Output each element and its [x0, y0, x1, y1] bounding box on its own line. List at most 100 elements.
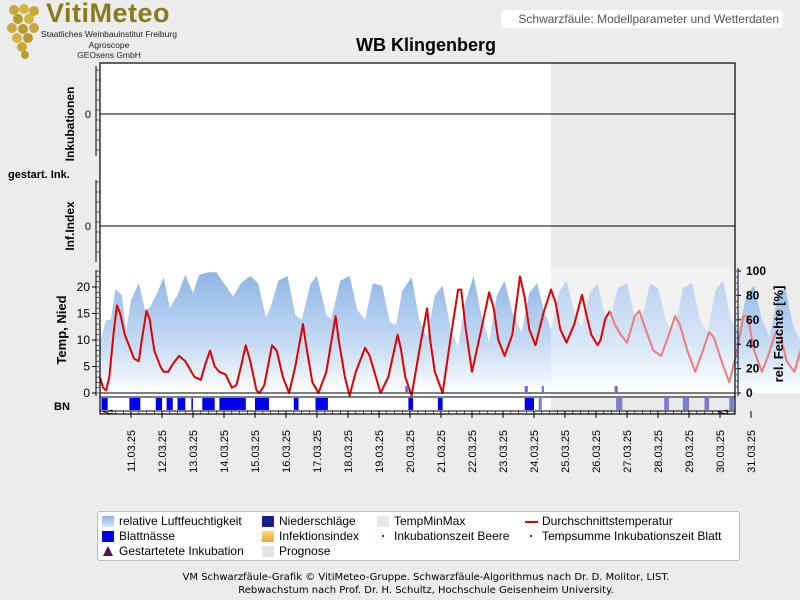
temp-tick-label: 5 — [83, 360, 90, 374]
x-tick-label: 25.03.25 — [560, 430, 572, 473]
feuchte-tick-label: 20 — [746, 362, 760, 376]
blattnaesse-bar — [166, 398, 173, 410]
x-tick-label: 29.03.25 — [684, 430, 696, 473]
durchschnittstemperatur-line — [99, 275, 611, 397]
x-tick-label: 15.03.25 — [250, 430, 262, 473]
feuchte-tick-label: 0 — [746, 386, 753, 400]
x-tick-label: 26.03.25 — [591, 430, 603, 473]
legend-label-tempminmax: TempMinMax — [394, 514, 466, 528]
niederschlag-bar — [614, 386, 618, 394]
vitimeteo-logo: VitiMeteo Staatliches Weinbauinstitut Fr… — [0, 0, 185, 62]
chart-type-badge: Schwarzfäule: Modellparameter und Wetter… — [501, 10, 783, 28]
niederschlag-bar — [524, 386, 528, 394]
logo-name: VitiMeteo — [46, 0, 171, 28]
blattnaesse-bar — [202, 398, 215, 410]
x-tick-label: 21.03.25 — [436, 430, 448, 473]
humidity-area — [100, 272, 800, 393]
temp-tick-label: 0 — [83, 386, 90, 400]
blattnaesse-bar — [191, 398, 193, 410]
legend-swatch-infektionsindex — [262, 531, 274, 542]
blattnaesse-bar — [315, 398, 328, 410]
chart-title: WB Klingenberg — [356, 35, 496, 55]
bn-axis-label: BN — [54, 401, 70, 413]
blattnaesse-bar — [524, 398, 534, 410]
legend-label-tempsumme: Tempsumme Inkubationszeit Blatt — [542, 529, 722, 543]
legend-swatch-gestartete-inkubation — [103, 546, 113, 556]
legend-label-infektionsindex: Infektionsindex — [279, 529, 360, 543]
blattnaesse-bar — [408, 398, 414, 410]
x-tick-label: 16.03.25 — [281, 430, 293, 473]
niederschlag-bar — [541, 386, 544, 394]
blattnaesse-forecast-bar — [616, 398, 623, 410]
x-tick-label: 31.03.25 — [746, 430, 758, 473]
legend-swatch-niederschlaege — [262, 516, 274, 527]
x-tick-label: 12.03.25 — [157, 430, 169, 473]
niederschlag-bar — [405, 386, 409, 394]
blattnaesse-forecast-bar — [704, 398, 710, 410]
legend: relative Luftfeuchtigkeit Niederschläge … — [97, 511, 740, 561]
footer-credits: VM Schwarzfäule-Grafik © VitiMeteo-Grupp… — [0, 571, 800, 597]
x-tick-label: 23.03.25 — [498, 430, 510, 473]
temp-axis-label: Temp, Nied — [54, 295, 69, 364]
blattnaesse-bar — [219, 398, 246, 410]
logo-line-geosens: GEOsens GmbH — [77, 50, 141, 60]
feuchte-tick-label: 40 — [746, 337, 760, 351]
feuchte-axis-label: rel. Feuchte [%] — [771, 286, 786, 383]
prognose-overlay — [551, 268, 735, 398]
feuchte-tick-label: 80 — [746, 288, 760, 302]
x-tick-label: 17.03.25 — [312, 430, 324, 473]
x-tick-label: 13.03.25 — [188, 430, 200, 473]
legend-swatch-luftfeuchtigkeit — [102, 516, 114, 527]
legend-swatch-prognose — [262, 546, 274, 557]
x-tick-label: 20.03.25 — [405, 430, 417, 473]
blattnaesse-bar — [293, 398, 299, 410]
legend-swatch-inkubationszeit-beere — [377, 531, 389, 542]
inkubationen-axis-label: Inkubationen — [63, 87, 77, 162]
logo-line-agroscope: Agroscope — [88, 40, 130, 50]
x-tick-label: 11.03.25 — [126, 430, 138, 472]
x-tick-label: 22.03.25 — [467, 430, 479, 473]
legend-label-prognose: Prognose — [279, 544, 331, 558]
x-tick-label: 27.03.25 — [622, 430, 634, 473]
blattnaesse-bar — [129, 398, 141, 410]
temp-tick-label: 20 — [77, 280, 91, 294]
temp-tick-label: 15 — [77, 307, 91, 321]
feuchte-tick-label: 100 — [746, 264, 766, 278]
inkubationen-tick-0: 0 — [85, 109, 91, 121]
blattnaesse-bar — [437, 398, 443, 410]
blattnaesse-forecast-bar — [729, 398, 734, 410]
x-tick-label: 18.03.25 — [343, 430, 355, 473]
blattnaesse-bar — [177, 398, 186, 410]
blattnaesse-forecast-bar — [664, 398, 669, 410]
legend-swatch-tempminmax — [377, 516, 389, 527]
x-tick-label: 24.03.25 — [529, 430, 541, 473]
schwarzfaeule-chart: 11.03.25 12.03.25 13.03.25 14.03.25 15.03.25… — [8, 62, 800, 473]
x-tick-label: 19.03.25 — [374, 430, 386, 473]
x-tick-label: 14.03.25 — [219, 430, 231, 473]
temp-tick-label: 10 — [77, 333, 91, 347]
logo-line-institut: Staatliches Weinbauinstitut Freiburg — [41, 29, 177, 39]
legend-label-gestartete-inkubation: Gestartetete Inkubation — [119, 544, 244, 558]
gestartete-axis-label: gestart. Ink. — [8, 169, 70, 181]
x-tick-label: 28.03.25 — [653, 430, 665, 473]
blattnaesse-bar — [101, 398, 108, 410]
grape-icon — [7, 4, 39, 59]
legend-swatch-tempsumme — [525, 531, 537, 542]
legend-swatch-durchschnittstemperatur — [525, 521, 538, 523]
footer-line-1: VM Schwarzfäule-Grafik © VitiMeteo-Grupp… — [182, 572, 670, 583]
legend-label-niederschlaege: Niederschläge — [279, 514, 356, 528]
legend-label-inkubationszeit-beere: Inkubationszeit Beere — [394, 529, 510, 543]
legend-label-luftfeuchtigkeit: relative Luftfeuchtigkeit — [119, 514, 242, 528]
feuchte-tick-label: 60 — [746, 313, 760, 327]
footer-line-2: Rebwachstum nach Prof. Dr. H. Schultz, H… — [238, 585, 614, 596]
infindex-axis-label: Inf.Index — [63, 201, 77, 251]
legend-label-blattnaesse: Blattnässe — [119, 529, 176, 543]
legend-label-durchschnittstemperatur: Durchschnittstemperatur — [542, 514, 673, 528]
blattnaesse-bar — [255, 398, 269, 410]
blattnaesse-forecast-bar — [538, 398, 542, 410]
x-tick-label: 30.03.25 — [715, 430, 727, 473]
infindex-tick-0: 0 — [85, 221, 91, 233]
legend-swatch-blattnaesse — [102, 531, 114, 542]
blattnaesse-forecast-bar — [682, 398, 689, 410]
blattnaesse-bar — [155, 398, 162, 410]
